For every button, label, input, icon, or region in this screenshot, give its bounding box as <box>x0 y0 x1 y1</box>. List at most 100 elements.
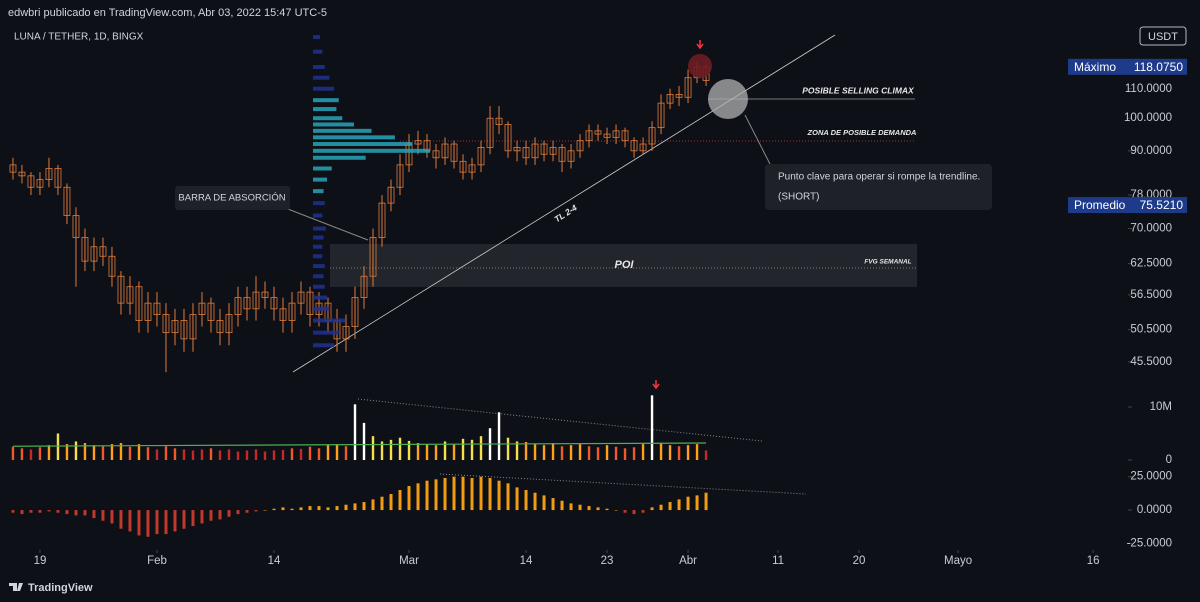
histogram-bar <box>308 506 312 511</box>
histogram-bar <box>299 507 303 511</box>
y-tick-label: 56.5000 <box>1130 289 1172 301</box>
reference-value: 118.0750 <box>1134 60 1183 74</box>
candle-body <box>360 275 368 298</box>
volume-bar <box>569 445 573 460</box>
histogram-bar <box>38 510 42 513</box>
histogram-bar <box>353 503 357 511</box>
volume-bar <box>191 450 195 460</box>
candle-body <box>36 179 44 188</box>
volume-bar <box>344 446 348 460</box>
x-tick-label: Mayo <box>944 555 972 567</box>
volume-bar <box>236 451 240 460</box>
histogram-bar <box>290 508 294 511</box>
volume-bar <box>398 437 402 460</box>
volume-bar <box>416 443 420 460</box>
histogram-bar <box>245 510 249 513</box>
annotation: ZONA DE POSIBLE DEMANDA <box>807 128 917 137</box>
y-tick-label: 50.5000 <box>1130 324 1172 336</box>
profile-bar <box>313 284 325 289</box>
volume-bar <box>596 447 600 460</box>
histogram-bar <box>614 510 618 511</box>
histogram-bar <box>128 510 132 532</box>
histogram-bar <box>407 486 411 511</box>
volume-bar <box>281 449 285 460</box>
candle-body <box>234 297 242 316</box>
candle-body <box>270 297 278 310</box>
volume-bar <box>515 441 519 460</box>
candle-body <box>558 146 566 162</box>
volume-bar <box>146 447 150 460</box>
profile-bar <box>313 226 326 231</box>
volume-bar <box>254 449 258 460</box>
logo <box>9 583 23 591</box>
histogram-bar <box>263 510 267 511</box>
histogram-bar <box>83 510 87 516</box>
profile-bar <box>313 107 337 112</box>
histogram-bar <box>65 510 69 515</box>
x-tick-label: 23 <box>601 555 614 567</box>
volume-bar <box>551 443 555 460</box>
histogram-bar <box>533 492 537 511</box>
candle-body <box>279 308 287 321</box>
volume-bar <box>137 444 141 460</box>
volume-bar <box>650 395 654 460</box>
histogram-bar <box>398 490 402 511</box>
candle-body <box>45 168 53 181</box>
volume-bar <box>128 446 132 460</box>
candle-body <box>207 302 215 321</box>
candle-body <box>621 130 629 142</box>
profile-bar <box>313 148 430 153</box>
y-tick-label: 10M <box>1150 401 1172 413</box>
annotation: FVG SEMANAL <box>864 259 911 266</box>
candle-body <box>504 124 512 152</box>
volume-bar <box>38 447 42 460</box>
volume-bar <box>119 443 123 460</box>
candle-body <box>540 143 548 155</box>
histogram-bar <box>641 510 645 513</box>
histogram-bar <box>137 510 141 536</box>
candle-body <box>351 297 359 327</box>
volume-bar <box>479 436 483 460</box>
profile-bar <box>313 244 323 249</box>
volume-bar <box>443 441 447 460</box>
volume-bar <box>29 449 33 460</box>
histogram-bar <box>677 499 681 511</box>
histogram-bar <box>11 510 15 513</box>
y-tick-label: -25.0000 <box>1127 537 1172 549</box>
volume-bar <box>506 437 510 460</box>
candle-body <box>99 246 107 257</box>
volume-bar <box>290 448 294 460</box>
profile-bar <box>313 35 321 40</box>
profile-bar <box>313 122 354 127</box>
candle-body <box>81 237 89 262</box>
candle-body <box>675 94 683 98</box>
histogram-bar <box>542 495 546 511</box>
y-tick-label: 100.0000 <box>1124 112 1172 124</box>
oscillator-trendline <box>439 473 807 495</box>
candle-body <box>378 202 386 238</box>
histogram-bar <box>497 480 501 511</box>
x-tick-label: 11 <box>772 555 784 567</box>
volume-bar <box>614 446 618 460</box>
candle-body <box>261 291 269 298</box>
profile-bar <box>313 330 339 335</box>
histogram-bar <box>623 510 627 513</box>
volume-bar <box>209 448 213 460</box>
volume-bar <box>173 448 177 460</box>
absorption-line <box>279 205 369 241</box>
volume-bar <box>11 446 15 460</box>
candle-body <box>612 130 620 138</box>
candle-body <box>486 117 494 148</box>
candle-body <box>297 291 305 304</box>
profile-bar <box>313 116 343 121</box>
histogram-bar <box>470 478 474 511</box>
candle-body <box>495 117 503 125</box>
reference-name: Máximo <box>1074 60 1116 74</box>
histogram-bar <box>668 502 672 511</box>
x-tick-label: 14 <box>268 555 281 567</box>
histogram-bar <box>335 506 339 511</box>
candle-body <box>198 302 206 316</box>
volume-trendline <box>357 398 763 442</box>
histogram-bar <box>371 499 375 511</box>
candle-body <box>171 320 179 334</box>
